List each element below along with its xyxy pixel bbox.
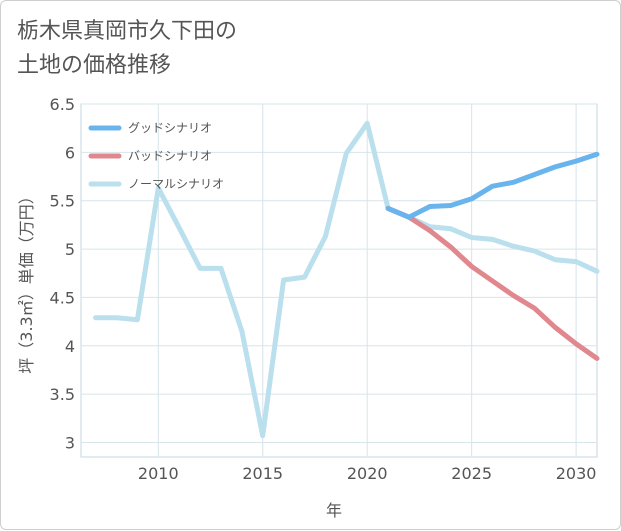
legend: グッドシナリオ バッドシナリオ ノーマルシナリオ bbox=[88, 121, 224, 191]
y-tick-label: 6 bbox=[65, 143, 75, 162]
x-axis-label: 年 bbox=[326, 501, 342, 520]
legend-label-bad: バッドシナリオ bbox=[128, 149, 212, 163]
y-tick-label: 6.5 bbox=[50, 95, 75, 114]
x-tick-label: 2015 bbox=[242, 464, 283, 483]
x-tick-label: 2025 bbox=[451, 464, 492, 483]
y-tick-label: 3.5 bbox=[50, 385, 75, 404]
series-line-bad bbox=[385, 205, 600, 361]
y-tick-labels: 3 3.5 4 4.5 5 5.5 6 6.5 bbox=[50, 95, 75, 452]
x-tick-label: 2020 bbox=[347, 464, 388, 483]
y-tick-label: 5 bbox=[65, 240, 75, 259]
chart-title-line-1: 栃木県真岡市久下田の bbox=[17, 19, 238, 44]
legend-label-good: グッドシナリオ bbox=[128, 121, 212, 135]
legend-label-normal: ノーマルシナリオ bbox=[128, 177, 224, 191]
chart-title: 栃木県真岡市久下田の 土地の価格推移 bbox=[17, 15, 237, 83]
y-tick-label: 5.5 bbox=[50, 192, 75, 211]
x-tick-labels: 2010 2015 2020 2025 2030 bbox=[138, 464, 597, 483]
chart-title-line-2: 土地の価格推移 bbox=[17, 53, 172, 78]
x-tick-label: 2010 bbox=[138, 464, 179, 483]
y-tick-label: 3 bbox=[65, 433, 75, 452]
plot-series bbox=[93, 120, 600, 439]
y-axis-label: 坪（3.3㎡）単価（万円） bbox=[17, 188, 36, 373]
y-tick-label: 4.5 bbox=[50, 288, 75, 307]
series-line-normal bbox=[93, 120, 600, 439]
x-tick-label: 2030 bbox=[556, 464, 597, 483]
series-line-good bbox=[385, 151, 600, 220]
y-tick-label: 4 bbox=[65, 337, 75, 356]
